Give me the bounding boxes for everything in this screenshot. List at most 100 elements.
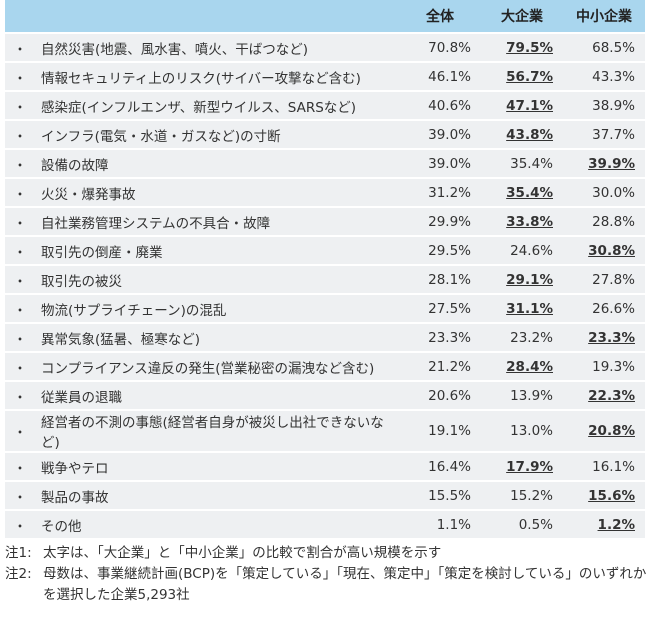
row-bullet: ・ <box>5 411 35 451</box>
risk-table: 全体 大企業 中小企業 ・自然災害(地震、風水害、噴火、干ばつなど) 70.8% 7… <box>5 0 645 540</box>
row-bullet: ・ <box>5 92 35 119</box>
table-row: ・設備の故障 39.0% 35.4% 39.9% <box>5 150 645 177</box>
row-bullet: ・ <box>5 453 35 480</box>
table-row: ・感染症(インフルエンザ、新型ウイルス、SARSなど) 40.6% 47.1% 38.… <box>5 92 645 119</box>
table-row: ・物流(サプライチェーン)の混乱 27.5% 31.1% 26.6% <box>5 295 645 322</box>
row-bullet: ・ <box>5 324 35 351</box>
value-sme: 26.6% <box>563 295 645 322</box>
table-row: ・製品の事故 15.5% 15.2% 15.6% <box>5 482 645 509</box>
row-bullet: ・ <box>5 208 35 235</box>
note-text: 太字は、「大企業」と「中小企業」の比較で割合が高い規模を示す <box>43 545 442 561</box>
value-large: 13.0% <box>481 411 563 451</box>
value-all: 39.0% <box>399 121 481 148</box>
value-sme: 28.8% <box>563 208 645 235</box>
value-large: 23.2% <box>481 324 563 351</box>
value-large-bold: 43.8% <box>506 126 553 143</box>
row-label: 設備の故障 <box>35 150 399 177</box>
header-large: 大企業 <box>481 0 563 32</box>
table-row: ・従業員の退職 20.6% 13.9% 22.3% <box>5 382 645 409</box>
value-large: 47.1% <box>481 92 563 119</box>
value-sme: 30.0% <box>563 179 645 206</box>
row-bullet: ・ <box>5 34 35 61</box>
row-bullet: ・ <box>5 121 35 148</box>
value-all: 20.6% <box>399 382 481 409</box>
value-all: 31.2% <box>399 179 481 206</box>
row-label: インフラ(電気・水道・ガスなど)の寸断 <box>35 121 399 148</box>
value-all: 16.4% <box>399 453 481 480</box>
row-bullet: ・ <box>5 237 35 264</box>
value-sme: 15.6% <box>563 482 645 509</box>
value-large-bold: 47.1% <box>506 97 553 114</box>
value-sme: 37.7% <box>563 121 645 148</box>
row-bullet: ・ <box>5 266 35 293</box>
value-all: 27.5% <box>399 295 481 322</box>
table-row: ・火災・爆発事故 31.2% 35.4% 30.0% <box>5 179 645 206</box>
note: 注2: 母数は、事業継続計画(BCP)を「策定している」「現在、策定中」「策定を検… <box>5 564 650 606</box>
row-label: その他 <box>35 511 399 538</box>
value-sme: 43.3% <box>563 63 645 90</box>
row-label: 物流(サプライチェーン)の混乱 <box>35 295 399 322</box>
table-row: ・情報セキュリティ上のリスク(サイバー攻撃など含む) 46.1% 56.7% 43.3… <box>5 63 645 90</box>
value-large-bold: 56.7% <box>506 68 553 85</box>
row-bullet: ・ <box>5 482 35 509</box>
value-large-bold: 79.5% <box>506 39 553 56</box>
table-row: ・その他 1.1% 0.5% 1.2% <box>5 511 645 538</box>
value-sme: 68.5% <box>563 34 645 61</box>
value-sme: 19.3% <box>563 353 645 380</box>
row-label: 感染症(インフルエンザ、新型ウイルス、SARSなど) <box>35 92 399 119</box>
row-bullet: ・ <box>5 511 35 538</box>
value-large: 17.9% <box>481 453 563 480</box>
value-large-bold: 17.9% <box>506 458 553 475</box>
row-bullet: ・ <box>5 179 35 206</box>
row-label: 経営者の不測の事態(経営者自身が被災し出社できないなど) <box>35 411 399 451</box>
row-label: 火災・爆発事故 <box>35 179 399 206</box>
value-sme-bold: 39.9% <box>588 155 635 172</box>
value-large-bold: 33.8% <box>506 213 553 230</box>
value-large: 13.9% <box>481 382 563 409</box>
table-row: ・取引先の倒産・廃業 29.5% 24.6% 30.8% <box>5 237 645 264</box>
value-all: 19.1% <box>399 411 481 451</box>
value-large: 43.8% <box>481 121 563 148</box>
row-label: 自社業務管理システムの不具合・故障 <box>35 208 399 235</box>
table-row: ・インフラ(電気・水道・ガスなど)の寸断 39.0% 43.8% 37.7% <box>5 121 645 148</box>
value-sme: 16.1% <box>563 453 645 480</box>
row-label: 異常気象(猛暑、極寒など) <box>35 324 399 351</box>
value-all: 1.1% <box>399 511 481 538</box>
notes: 注1: 太字は、「大企業」と「中小企業」の比較で割合が高い規模を示す 注2: 母数は、… <box>5 543 650 606</box>
row-label: 戦争やテロ <box>35 453 399 480</box>
value-large-bold: 29.1% <box>506 271 553 288</box>
note: 注1: 太字は、「大企業」と「中小企業」の比較で割合が高い規模を示す <box>5 543 650 564</box>
table-row: ・経営者の不測の事態(経営者自身が被災し出社できないなど) 19.1% 13.0% 2… <box>5 411 645 451</box>
value-sme-bold: 23.3% <box>588 329 635 346</box>
value-large: 24.6% <box>481 237 563 264</box>
value-sme: 38.9% <box>563 92 645 119</box>
table-row: ・異常気象(猛暑、極寒など) 23.3% 23.2% 23.3% <box>5 324 645 351</box>
row-bullet: ・ <box>5 382 35 409</box>
value-large: 33.8% <box>481 208 563 235</box>
value-all: 23.3% <box>399 324 481 351</box>
value-all: 29.9% <box>399 208 481 235</box>
row-label: 情報セキュリティ上のリスク(サイバー攻撃など含む) <box>35 63 399 90</box>
value-sme: 39.9% <box>563 150 645 177</box>
table-row: ・戦争やテロ 16.4% 17.9% 16.1% <box>5 453 645 480</box>
value-sme-bold: 20.8% <box>588 423 635 439</box>
value-all: 70.8% <box>399 34 481 61</box>
value-all: 28.1% <box>399 266 481 293</box>
value-large: 56.7% <box>481 63 563 90</box>
value-sme: 27.8% <box>563 266 645 293</box>
note-text: 母数は、事業継続計画(BCP)を「策定している」「現在、策定中」「策定を検討して… <box>43 566 647 603</box>
header-blank <box>5 0 399 32</box>
value-large-bold: 35.4% <box>506 184 553 201</box>
row-label: 従業員の退職 <box>35 382 399 409</box>
value-sme-bold: 15.6% <box>588 487 635 504</box>
value-sme-bold: 22.3% <box>588 387 635 404</box>
value-all: 39.0% <box>399 150 481 177</box>
row-bullet: ・ <box>5 63 35 90</box>
value-large-bold: 28.4% <box>506 358 553 375</box>
note-key: 注2: <box>5 566 32 582</box>
value-sme-bold: 30.8% <box>588 242 635 259</box>
value-large: 28.4% <box>481 353 563 380</box>
header-row: 全体 大企業 中小企業 <box>5 0 645 32</box>
value-all: 15.5% <box>399 482 481 509</box>
note-key: 注1: <box>5 545 32 561</box>
